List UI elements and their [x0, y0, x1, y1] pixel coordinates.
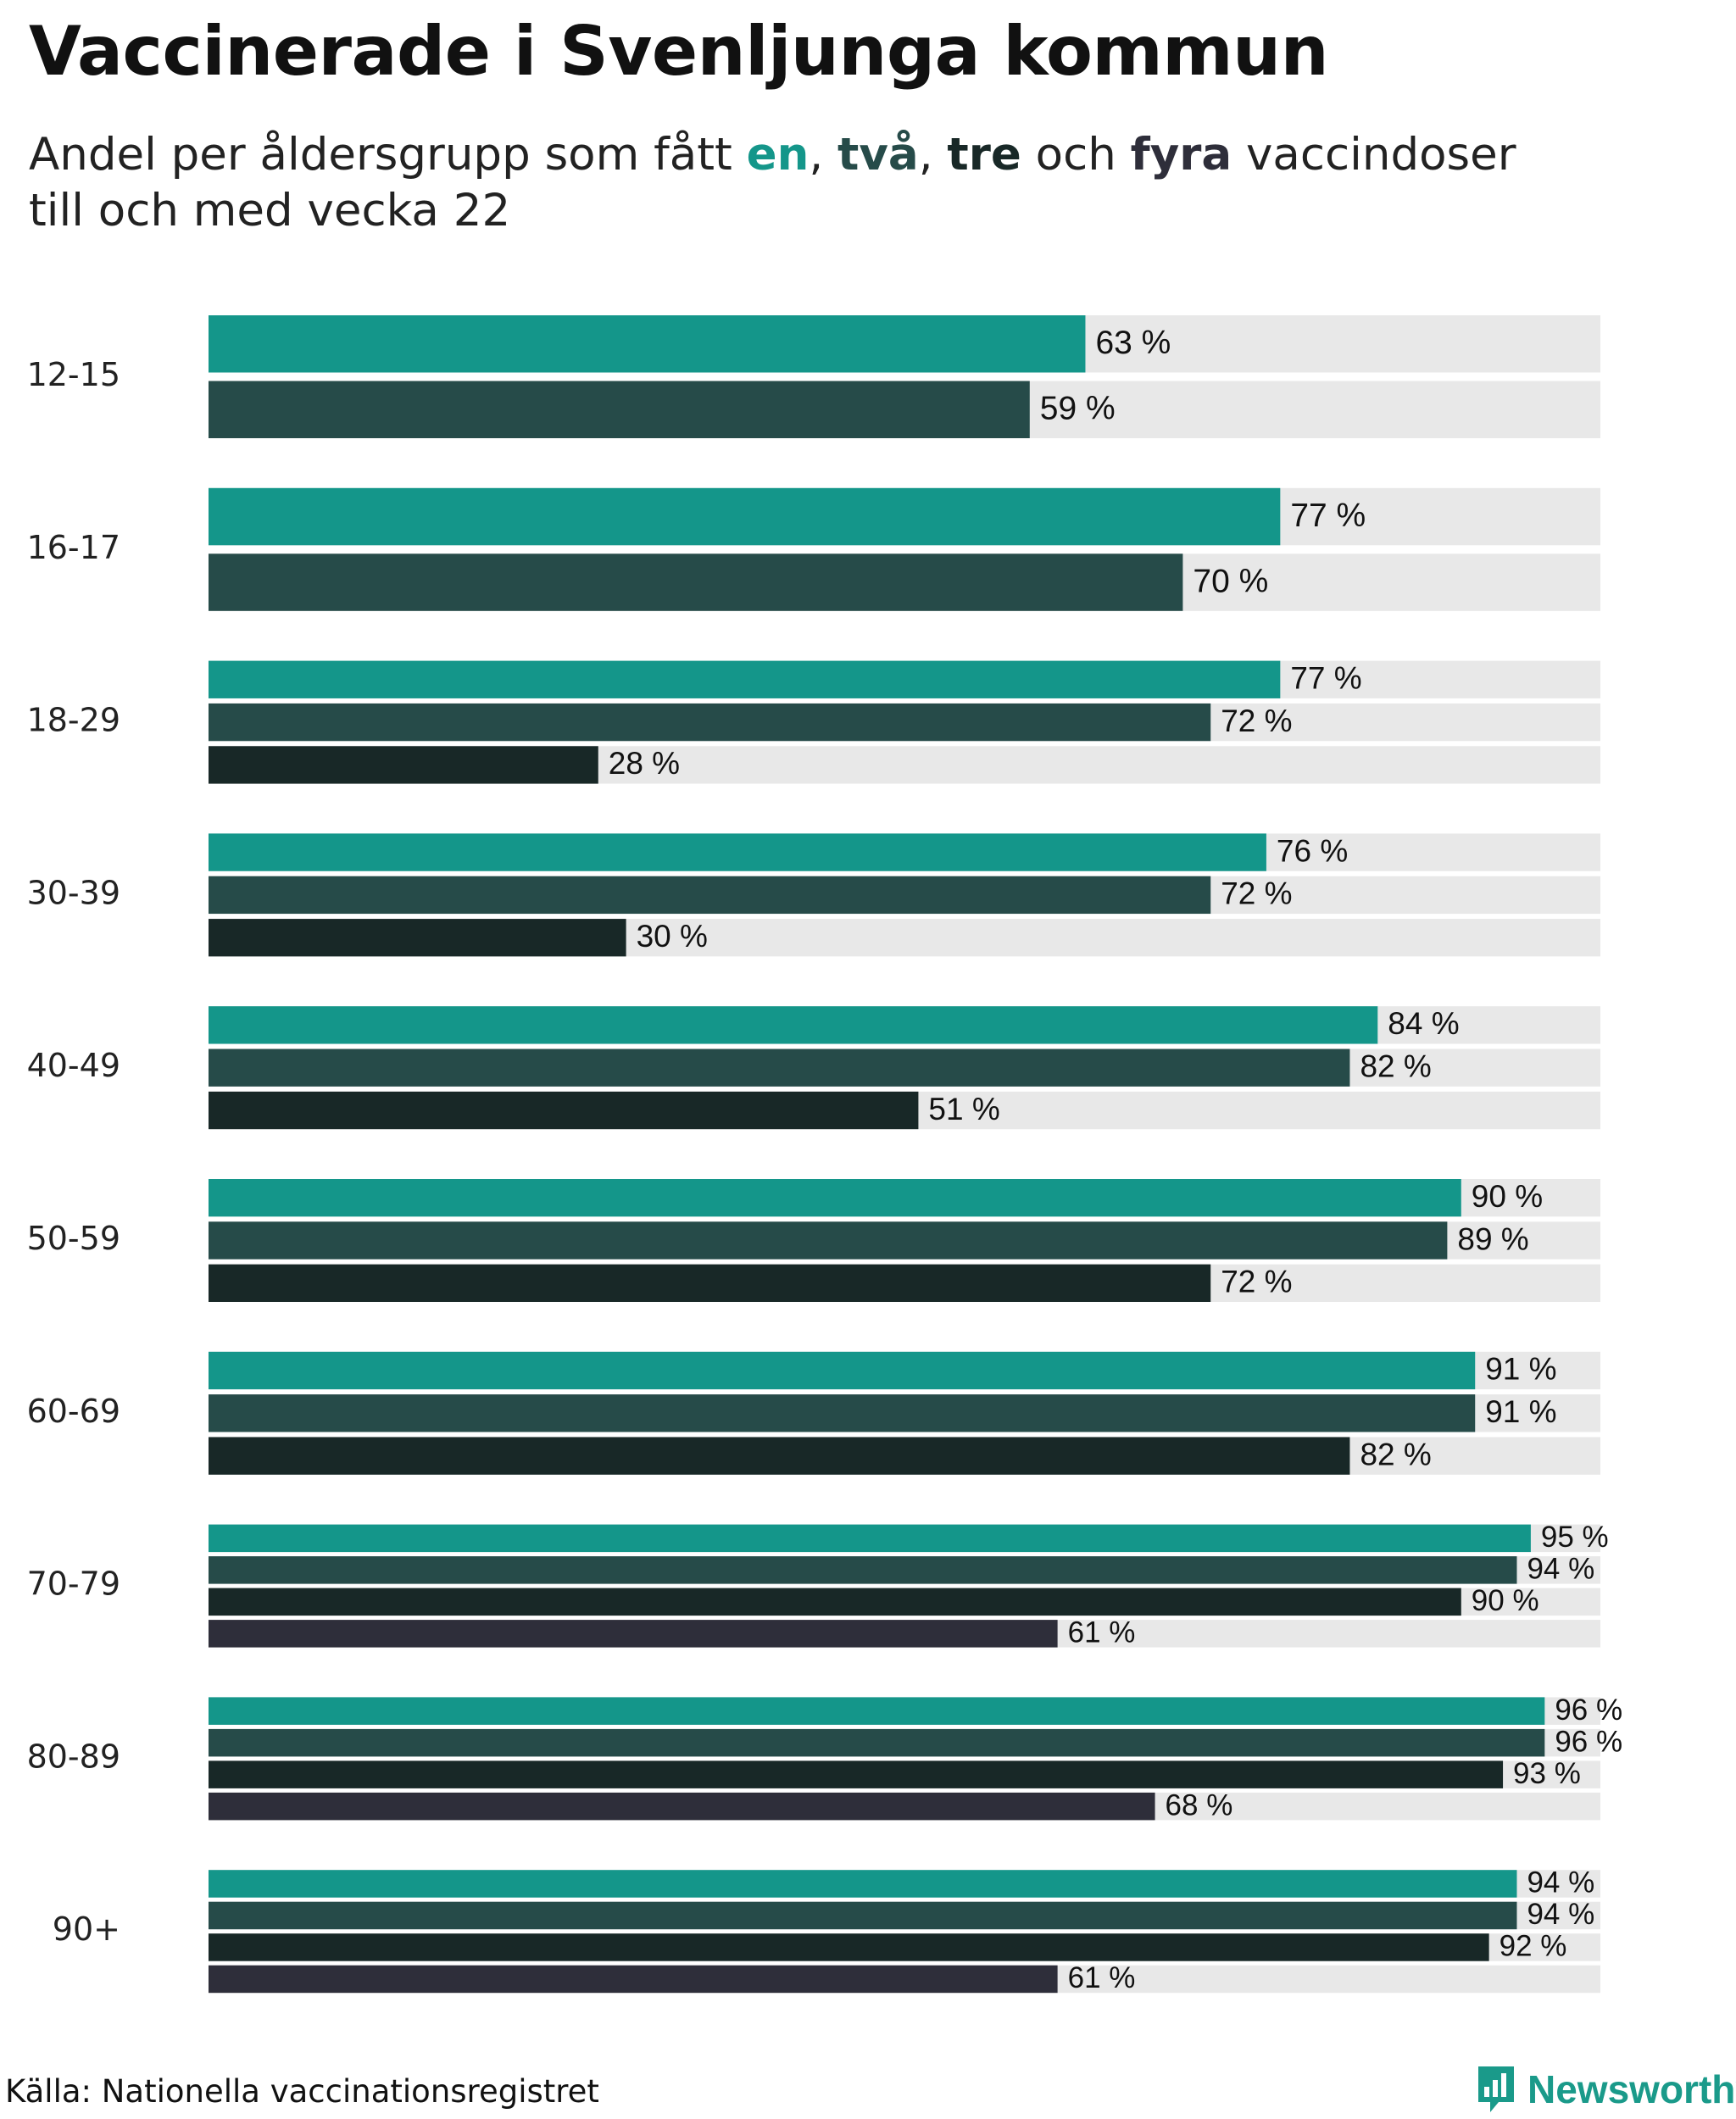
subtitle-dose-one: en — [746, 129, 810, 181]
category-label: 70-79 — [27, 1566, 120, 1603]
data-label: 90 % — [1472, 1179, 1543, 1214]
source-note: Källa: Nationella vaccinationsregistret — [5, 2073, 599, 2110]
data-label: 96 % — [1555, 1725, 1622, 1758]
chart-subtitle: Andel per åldersgrupp som fått en, två, … — [29, 127, 1555, 239]
data-label: 91 % — [1485, 1394, 1556, 1429]
data-label: 70 % — [1193, 563, 1268, 599]
bar-dose-four — [209, 1620, 1058, 1648]
bar-dose-three — [209, 1264, 1211, 1302]
bar-dose-two — [209, 1556, 1517, 1584]
bar-dose-one — [209, 1006, 1378, 1044]
bar-dose-three — [209, 1933, 1489, 1961]
data-label: 95 % — [1541, 1521, 1609, 1554]
data-label: 72 % — [1221, 876, 1292, 911]
category-label: 30-39 — [27, 874, 120, 911]
data-label: 84 % — [1388, 1006, 1459, 1041]
data-label: 61 % — [1068, 1961, 1136, 1994]
data-label: 72 % — [1221, 1265, 1292, 1299]
subtitle-mid: och — [1021, 129, 1131, 181]
bar-dose-one — [209, 487, 1281, 546]
bar-dose-three — [209, 1760, 1504, 1788]
data-label: 92 % — [1500, 1930, 1567, 1963]
bar-dose-three — [209, 1437, 1350, 1475]
brand-name: Newsworthy — [1527, 2067, 1736, 2111]
bar-dose-three — [209, 746, 598, 784]
bar-dose-four — [209, 1965, 1058, 1994]
data-label: 94 % — [1527, 1898, 1594, 1931]
data-label: 93 % — [1513, 1757, 1581, 1790]
data-label: 51 % — [928, 1092, 999, 1126]
data-label: 94 % — [1527, 1866, 1594, 1899]
data-label: 77 % — [1290, 661, 1361, 696]
bar-dose-three — [209, 1091, 919, 1130]
subtitle-sep-1: , — [809, 129, 838, 181]
data-label: 61 % — [1068, 1616, 1136, 1649]
subtitle-prefix: Andel per åldersgrupp som fått — [29, 129, 747, 181]
bar-dose-one — [209, 1524, 1531, 1553]
data-label: 89 % — [1457, 1221, 1528, 1256]
bar-dose-four — [209, 1792, 1155, 1821]
subtitle-dose-two: två — [837, 129, 919, 181]
category-label: 90+ — [53, 1910, 120, 1948]
bar-dose-one — [209, 1179, 1461, 1217]
bar-dose-two — [209, 876, 1211, 915]
category-label: 12-15 — [27, 356, 120, 393]
data-label: 68 % — [1166, 1788, 1233, 1821]
data-label: 82 % — [1360, 1048, 1431, 1083]
category-label: 50-59 — [27, 1220, 120, 1257]
category-label: 60-69 — [27, 1393, 120, 1430]
data-label: 94 % — [1527, 1553, 1594, 1586]
data-label: 28 % — [609, 746, 680, 781]
data-label: 90 % — [1472, 1584, 1539, 1617]
data-label: 96 % — [1555, 1694, 1622, 1727]
data-label: 59 % — [1040, 391, 1116, 427]
bar-dose-one — [209, 660, 1281, 698]
newsworthy-logo: Newsworthy — [1477, 2065, 1736, 2114]
bar-dose-two — [209, 1394, 1476, 1432]
data-label: 63 % — [1095, 325, 1171, 361]
category-label: 18-29 — [27, 702, 120, 739]
chart-title: Vaccinerade i Svenljunga kommun — [29, 12, 1329, 91]
data-label: 91 % — [1485, 1352, 1556, 1387]
bar-dose-three — [209, 919, 626, 957]
bar-dose-two — [209, 381, 1030, 438]
bar-dose-two — [209, 703, 1211, 742]
category-label: 80-89 — [27, 1738, 120, 1775]
category-label: 40-49 — [27, 1047, 120, 1084]
subtitle-dose-three: tre — [947, 129, 1021, 181]
bar-dose-one — [209, 1351, 1476, 1390]
bar-dose-two — [209, 553, 1183, 611]
data-label: 76 % — [1277, 833, 1348, 868]
bar-dose-two — [209, 1048, 1350, 1087]
subtitle-dose-four: fyra — [1130, 129, 1232, 181]
bar-dose-two — [209, 1901, 1517, 1930]
subtitle-suffix: vaccindoser — [1232, 129, 1516, 181]
bar-dose-three — [209, 1588, 1461, 1616]
bar-dose-one — [209, 315, 1086, 373]
data-label: 82 % — [1360, 1437, 1431, 1471]
subtitle-sep-2: , — [918, 129, 948, 181]
data-label: 77 % — [1290, 498, 1366, 534]
bar-dose-one — [209, 1697, 1545, 1725]
category-label: 16-17 — [27, 529, 120, 566]
bar-dose-two — [209, 1221, 1448, 1260]
data-label: 72 % — [1221, 704, 1292, 738]
data-label: 30 % — [637, 919, 708, 954]
bar-dose-one — [209, 1870, 1517, 1898]
bar-dose-two — [209, 1728, 1545, 1757]
subtitle-line-2: till och med vecka 22 — [29, 185, 511, 236]
newsworthy-icon — [1478, 2066, 1514, 2112]
bar-dose-one — [209, 833, 1266, 871]
